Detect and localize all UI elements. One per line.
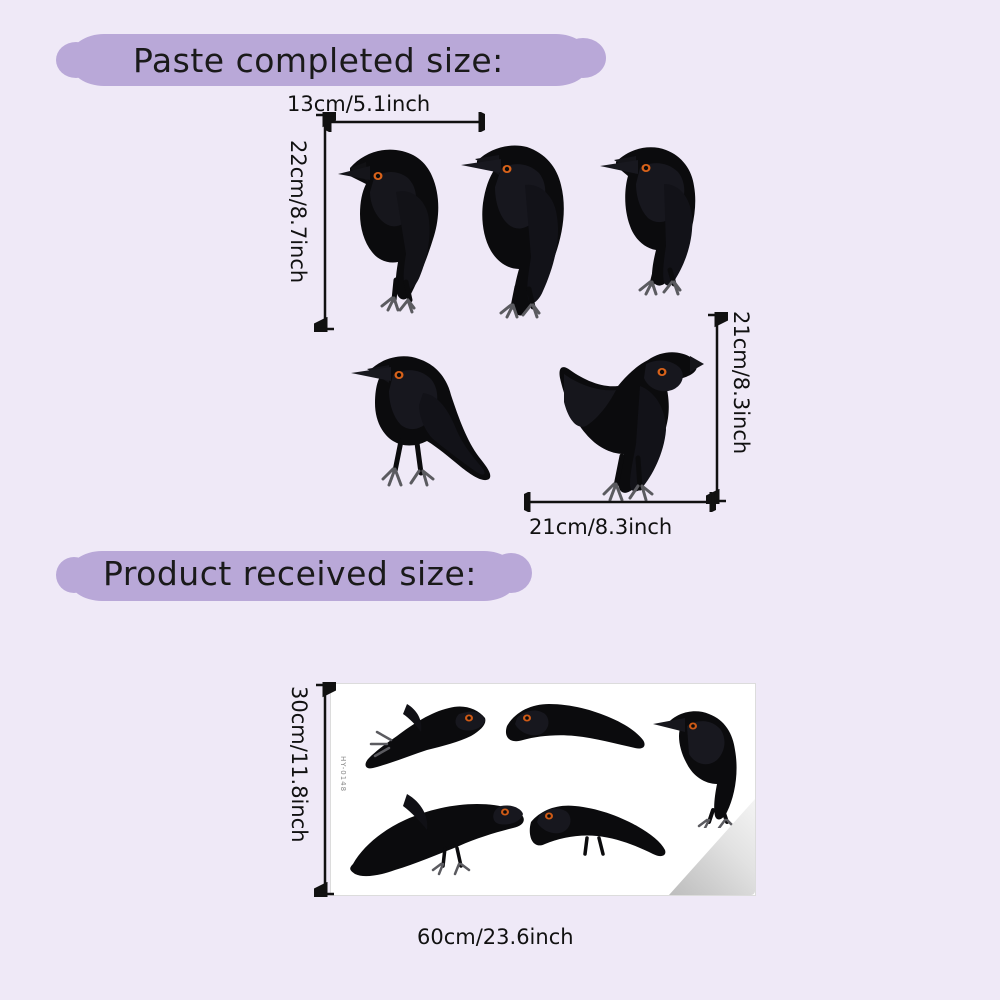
crow-decal-2 xyxy=(461,145,564,319)
dimension-label-top: 13cm/5.1inch xyxy=(287,92,431,116)
sheet-crow-3 xyxy=(653,711,737,828)
section-title-product-received: Product received size: xyxy=(103,554,477,593)
dimension-label-bottom: 21cm/8.3inch xyxy=(529,515,673,539)
crow-decal-3 xyxy=(600,147,696,296)
sheet-code-label: HY-0148 xyxy=(339,756,347,793)
crow-decal-4 xyxy=(351,356,491,487)
dimension-arrow-right xyxy=(706,312,728,504)
dimension-label-left: 22cm/8.7inch xyxy=(286,140,310,284)
dimension-label-sheet-left: 30cm/11.8inch xyxy=(287,686,311,843)
sheet-crow-4 xyxy=(350,794,524,877)
title-highlight-1 xyxy=(56,34,606,86)
dimension-arrow-sheet-left xyxy=(314,682,336,897)
crow-decal-5 xyxy=(559,352,704,502)
dimension-arrow-bottom xyxy=(524,492,716,512)
sheet-crow-2 xyxy=(505,704,645,749)
dimension-arrow-left xyxy=(314,112,336,332)
title-highlight-2 xyxy=(56,551,532,601)
crow-decal-1 xyxy=(338,149,439,314)
sheet-crow-1 xyxy=(365,704,486,769)
dimension-label-sheet-bottom: 60cm/23.6inch xyxy=(417,925,574,949)
section-title-paste-completed: Paste completed size: xyxy=(133,41,504,80)
sheet-crow-5 xyxy=(529,805,666,857)
dimension-label-right: 21cm/8.3inch xyxy=(729,311,753,455)
product-sheet: HY-0148 xyxy=(331,684,755,895)
